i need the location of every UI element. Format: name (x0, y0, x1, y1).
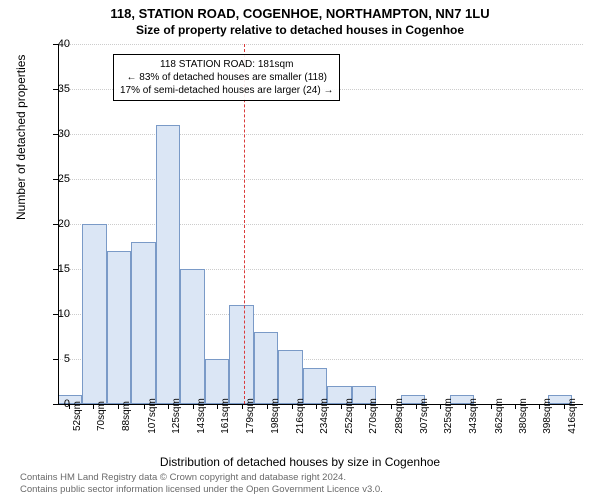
y-tick-label: 40 (58, 38, 70, 50)
x-tick-mark (168, 404, 169, 409)
x-tick-label: 88sqm (121, 401, 132, 431)
plot-area: 52sqm70sqm88sqm107sqm125sqm143sqm161sqm1… (58, 44, 583, 404)
y-tick-label: 25 (58, 173, 70, 185)
histogram-bar (180, 269, 204, 404)
x-tick-label: 107sqm (147, 398, 158, 434)
grid-line (58, 179, 583, 180)
x-tick-label: 70sqm (96, 401, 107, 431)
x-tick-mark (118, 404, 119, 409)
x-tick-mark (391, 404, 392, 409)
x-tick-mark (341, 404, 342, 409)
x-tick-label: 125sqm (171, 398, 182, 434)
x-tick-mark (539, 404, 540, 409)
x-tick-label: 252sqm (344, 398, 355, 434)
x-tick-label: 198sqm (270, 398, 281, 434)
x-tick-mark (465, 404, 466, 409)
x-tick-label: 343sqm (468, 398, 479, 434)
x-tick-mark (316, 404, 317, 409)
histogram-bar (156, 125, 180, 404)
x-tick-mark (267, 404, 268, 409)
grid-line (58, 134, 583, 135)
x-tick-mark (242, 404, 243, 409)
annotation-line: ← 83% of detached houses are smaller (11… (120, 71, 333, 84)
x-tick-mark (93, 404, 94, 409)
chart-title: 118, STATION ROAD, COGENHOE, NORTHAMPTON… (0, 0, 600, 21)
x-tick-mark (416, 404, 417, 409)
histogram-bar (254, 332, 278, 404)
x-tick-mark (365, 404, 366, 409)
x-tick-label: 416sqm (567, 398, 578, 434)
x-tick-label: 307sqm (419, 398, 430, 434)
x-tick-mark (144, 404, 145, 409)
annotation-box: 118 STATION ROAD: 181sqm← 83% of detache… (113, 54, 340, 101)
x-tick-mark (193, 404, 194, 409)
x-tick-mark (440, 404, 441, 409)
footer-line-1: Contains HM Land Registry data © Crown c… (20, 472, 383, 484)
x-tick-mark (564, 404, 565, 409)
x-tick-label: 161sqm (220, 398, 231, 434)
y-tick-label: 30 (58, 128, 70, 140)
x-tick-mark (515, 404, 516, 409)
x-tick-mark (292, 404, 293, 409)
histogram-bar (229, 305, 253, 404)
x-tick-mark (491, 404, 492, 409)
x-tick-label: 362sqm (494, 398, 505, 434)
x-axis-label: Distribution of detached houses by size … (0, 455, 600, 469)
footer-line-2: Contains public sector information licen… (20, 484, 383, 496)
y-tick-label: 5 (64, 353, 70, 365)
histogram-bar (131, 242, 155, 404)
histogram-bar (82, 224, 106, 404)
y-tick-label: 10 (58, 308, 70, 320)
y-axis-label: Number of detached properties (14, 55, 28, 220)
annotation-line: 17% of semi-detached houses are larger (… (120, 84, 333, 97)
x-tick-label: 143sqm (196, 398, 207, 434)
footer-attribution: Contains HM Land Registry data © Crown c… (20, 472, 383, 496)
grid-line (58, 44, 583, 45)
grid-line (58, 224, 583, 225)
chart-container: 118, STATION ROAD, COGENHOE, NORTHAMPTON… (0, 0, 600, 500)
x-tick-label: 325sqm (443, 398, 454, 434)
x-tick-label: 289sqm (394, 398, 405, 434)
x-tick-mark (217, 404, 218, 409)
x-tick-label: 216sqm (295, 398, 306, 434)
histogram-bar (278, 350, 302, 404)
x-tick-label: 52sqm (72, 401, 83, 431)
x-tick-label: 234sqm (319, 398, 330, 434)
chart-subtitle: Size of property relative to detached ho… (0, 23, 600, 37)
annotation-line: 118 STATION ROAD: 181sqm (120, 58, 333, 71)
histogram-bar (107, 251, 131, 404)
x-tick-label: 380sqm (518, 398, 529, 434)
y-tick-label: 35 (58, 83, 70, 95)
x-tick-label: 398sqm (542, 398, 553, 434)
y-tick-label: 0 (64, 398, 70, 410)
y-tick-label: 20 (58, 218, 70, 230)
y-tick-label: 15 (58, 263, 70, 275)
x-tick-label: 270sqm (368, 398, 379, 434)
x-tick-label: 179sqm (245, 398, 256, 434)
